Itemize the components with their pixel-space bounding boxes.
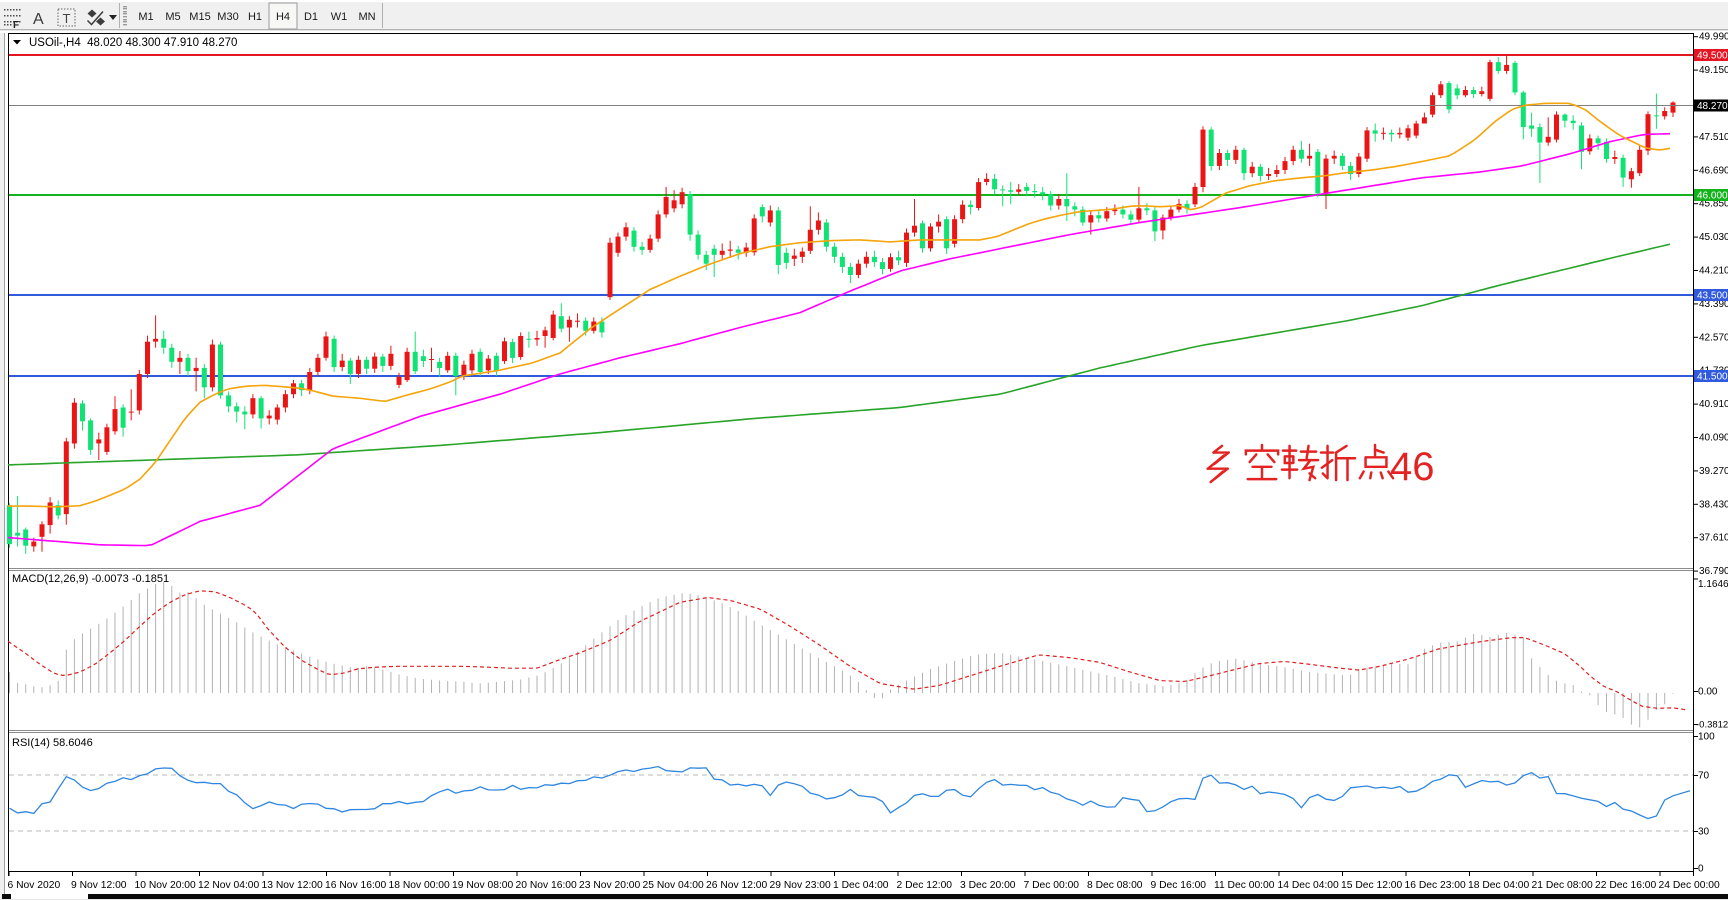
svg-text:9 Dec 16:00: 9 Dec 16:00 xyxy=(1151,880,1207,891)
svg-text:M5: M5 xyxy=(165,11,180,23)
svg-text:USOil-,H4 48.020 48.300 47.91: USOil-,H4 48.020 48.300 47.910 48.270 xyxy=(29,37,237,49)
svg-text:H4: H4 xyxy=(276,11,290,23)
svg-text:43.390: 43.390 xyxy=(1699,299,1728,310)
svg-text:A: A xyxy=(33,11,44,28)
svg-text:0.00: 0.00 xyxy=(1698,687,1718,698)
svg-text:29 Nov 23:00: 29 Nov 23:00 xyxy=(770,880,832,891)
svg-text:16 Dec 23:00: 16 Dec 23:00 xyxy=(1405,880,1467,891)
svg-text:43.500: 43.500 xyxy=(1697,291,1728,302)
svg-text:T: T xyxy=(63,11,71,26)
svg-text:30: 30 xyxy=(1698,827,1710,838)
svg-text:20 Nov 16:00: 20 Nov 16:00 xyxy=(516,880,578,891)
svg-text:6 Nov 2020: 6 Nov 2020 xyxy=(8,880,61,891)
svg-text:D1: D1 xyxy=(304,11,318,23)
svg-text:-0.3812: -0.3812 xyxy=(1696,720,1728,731)
svg-text:0: 0 xyxy=(1698,864,1704,875)
svg-text:MN: MN xyxy=(358,11,375,23)
svg-text:1.1646: 1.1646 xyxy=(1698,579,1728,590)
svg-text:RSI(14) 58.6046: RSI(14) 58.6046 xyxy=(12,737,93,749)
svg-text:22 Dec 16:00: 22 Dec 16:00 xyxy=(1595,880,1657,891)
svg-text:40.910: 40.910 xyxy=(1699,399,1728,410)
svg-text:46.000: 46.000 xyxy=(1697,191,1728,202)
svg-text:48.270: 48.270 xyxy=(1697,101,1728,112)
svg-text:45.030: 45.030 xyxy=(1699,232,1728,243)
svg-text:24 Dec 00:00: 24 Dec 00:00 xyxy=(1659,880,1721,891)
svg-text:49.150: 49.150 xyxy=(1699,65,1728,76)
svg-text:38.430: 38.430 xyxy=(1699,499,1728,510)
svg-text:46: 46 xyxy=(1390,445,1435,489)
svg-text:47.510: 47.510 xyxy=(1699,132,1728,143)
svg-text:F: F xyxy=(13,20,19,31)
svg-text:12 Nov 04:00: 12 Nov 04:00 xyxy=(198,880,260,891)
svg-text:8 Dec 08:00: 8 Dec 08:00 xyxy=(1087,880,1143,891)
svg-text:42.570: 42.570 xyxy=(1699,332,1728,343)
svg-text:41.500: 41.500 xyxy=(1697,372,1728,383)
svg-text:H1: H1 xyxy=(248,11,262,23)
svg-text:46.690: 46.690 xyxy=(1699,165,1728,176)
svg-text:18 Nov 00:00: 18 Nov 00:00 xyxy=(389,880,451,891)
svg-text:MACD(12,26,9) -0.0073 -0.1851: MACD(12,26,9) -0.0073 -0.1851 xyxy=(12,573,169,585)
svg-text:16 Nov 16:00: 16 Nov 16:00 xyxy=(325,880,387,891)
svg-text:15 Dec 12:00: 15 Dec 12:00 xyxy=(1341,880,1403,891)
svg-text:36.790: 36.790 xyxy=(1699,566,1728,577)
svg-text:10 Nov 20:00: 10 Nov 20:00 xyxy=(135,880,197,891)
svg-text:45.850: 45.850 xyxy=(1699,199,1728,210)
svg-text:18 Dec 04:00: 18 Dec 04:00 xyxy=(1468,880,1530,891)
svg-text:2 Dec 12:00: 2 Dec 12:00 xyxy=(897,880,953,891)
svg-text:1 Dec 04:00: 1 Dec 04:00 xyxy=(833,880,889,891)
svg-text:44.210: 44.210 xyxy=(1699,266,1728,277)
svg-text:14 Dec 04:00: 14 Dec 04:00 xyxy=(1278,880,1340,891)
svg-text:9 Nov 12:00: 9 Nov 12:00 xyxy=(71,880,127,891)
svg-text:49.990: 49.990 xyxy=(1699,32,1728,43)
svg-text:M1: M1 xyxy=(138,11,153,23)
svg-text:100: 100 xyxy=(1698,732,1715,743)
svg-text:39.270: 39.270 xyxy=(1699,466,1728,477)
svg-text:49.500: 49.500 xyxy=(1697,51,1728,62)
svg-text:M30: M30 xyxy=(217,11,238,23)
svg-text:23 Nov 20:00: 23 Nov 20:00 xyxy=(579,880,641,891)
svg-text:37.610: 37.610 xyxy=(1699,533,1728,544)
svg-text:70: 70 xyxy=(1698,771,1710,782)
svg-text:25 Nov 04:00: 25 Nov 04:00 xyxy=(643,880,705,891)
svg-text:W1: W1 xyxy=(331,11,348,23)
svg-text:19 Nov 08:00: 19 Nov 08:00 xyxy=(452,880,514,891)
svg-text:21 Dec 08:00: 21 Dec 08:00 xyxy=(1532,880,1594,891)
svg-text:11 Dec 00:00: 11 Dec 00:00 xyxy=(1214,880,1275,891)
svg-text:7 Dec 00:00: 7 Dec 00:00 xyxy=(1024,880,1080,891)
svg-text:3 Dec 20:00: 3 Dec 20:00 xyxy=(960,880,1016,891)
svg-text:26 Nov 12:00: 26 Nov 12:00 xyxy=(706,880,768,891)
svg-text:40.090: 40.090 xyxy=(1699,433,1728,444)
svg-text:M15: M15 xyxy=(189,11,210,23)
svg-text:13 Nov 12:00: 13 Nov 12:00 xyxy=(262,880,324,891)
